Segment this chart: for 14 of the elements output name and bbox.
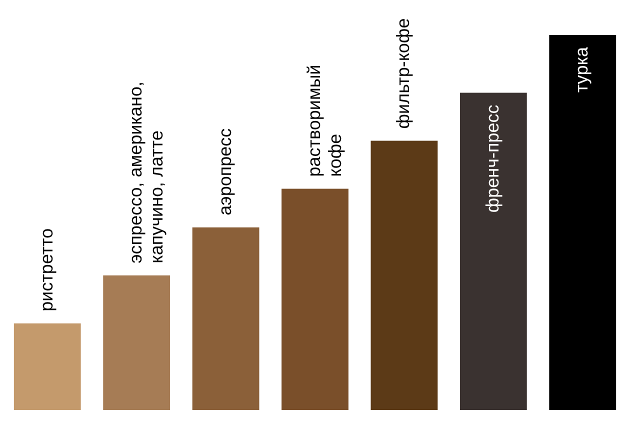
bar: [14, 323, 81, 410]
x-tick-label: ристретто: [36, 228, 56, 312]
bar: [103, 275, 170, 410]
x-tick-label: фильтр-кофе: [393, 18, 414, 129]
x-tick-label: растворимый кофе: [304, 64, 345, 177]
x-tick-label: френч-пресс: [482, 104, 502, 213]
x-tick-label: аэропресс: [214, 128, 235, 216]
bar: [192, 227, 260, 410]
x-tick-label: турка: [572, 46, 592, 93]
bar: [549, 35, 616, 410]
bar: [282, 188, 348, 410]
x-tick-label: эспрессо, американо, капучино, латте: [126, 82, 167, 264]
bar: [460, 92, 527, 410]
bar: [370, 140, 438, 410]
